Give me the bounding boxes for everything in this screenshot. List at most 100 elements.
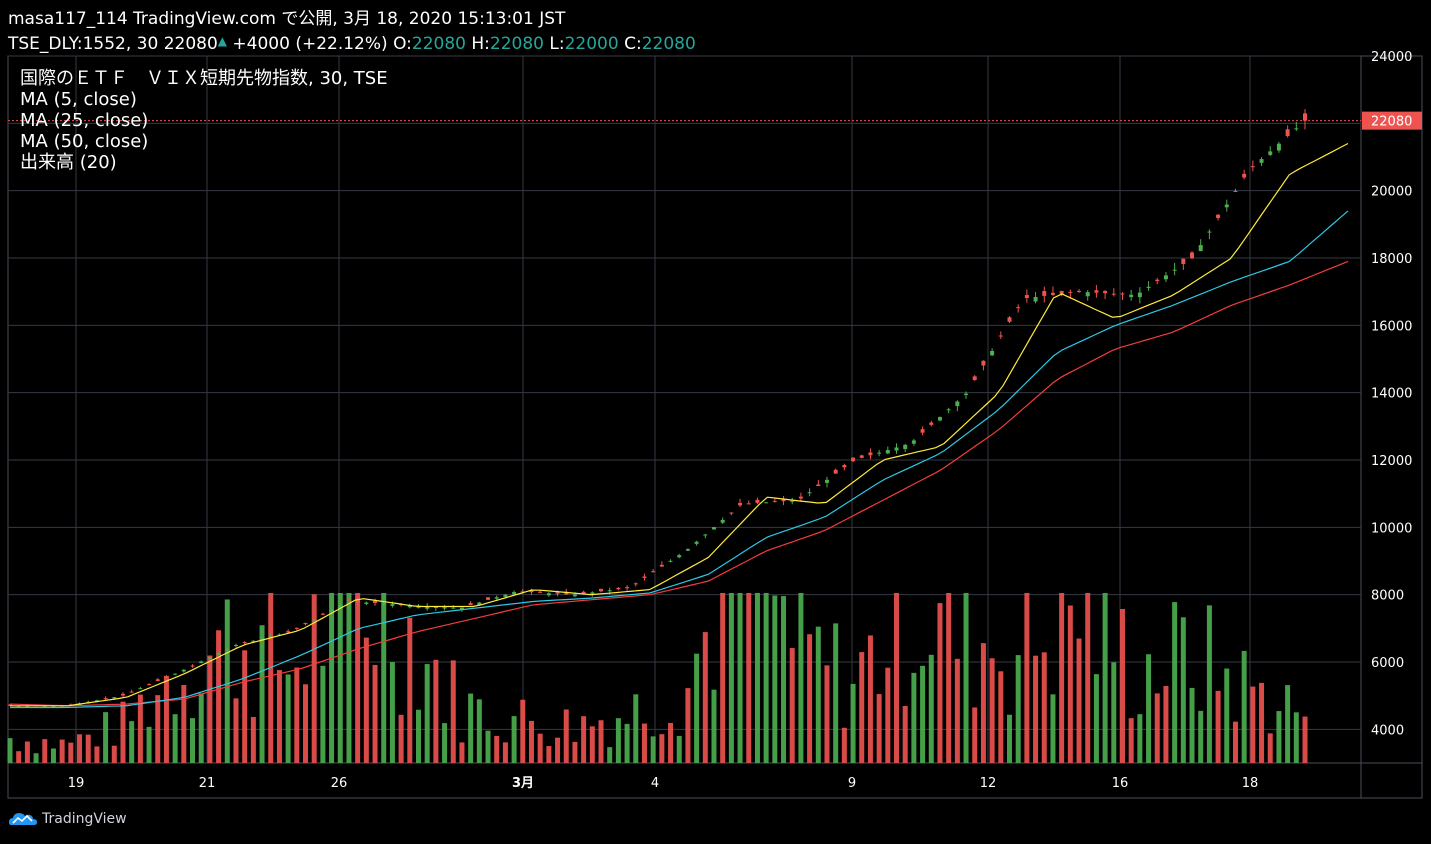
candle-body <box>1094 290 1099 293</box>
volume-bar <box>972 707 978 763</box>
candle-body <box>529 589 534 593</box>
volume-bar <box>711 689 717 763</box>
candle-body <box>390 604 395 606</box>
candle-body <box>373 600 378 604</box>
candle-body <box>920 429 925 433</box>
candle-body <box>1224 204 1229 208</box>
candle-body <box>1085 292 1090 297</box>
volume-bar <box>1041 652 1047 763</box>
legend-volume[interactable]: 出来高 (20) <box>20 152 117 173</box>
candle-body <box>668 560 673 562</box>
candle-body <box>981 360 986 366</box>
volume-bar <box>459 742 465 763</box>
volume-bar <box>1137 714 1143 763</box>
candle-body <box>859 455 864 458</box>
volume-bar <box>94 746 100 763</box>
volume-bar <box>989 658 995 763</box>
volume-bar <box>1102 593 1108 763</box>
volume-bar <box>355 593 361 763</box>
candle-body <box>94 700 99 702</box>
volume-bar <box>1189 687 1195 763</box>
time-tick-label: 18 <box>1242 776 1259 791</box>
candle-body <box>572 594 577 597</box>
candle-body <box>433 606 438 608</box>
volume-bar <box>494 735 500 763</box>
candle-body <box>338 605 343 608</box>
candle-body <box>633 583 638 585</box>
volume-bar <box>754 593 760 763</box>
volume-bar <box>528 720 534 763</box>
candle-body <box>625 587 630 589</box>
brand-label: TradingView <box>42 811 127 827</box>
candle-body <box>911 440 916 444</box>
candle-body <box>1033 296 1038 302</box>
time-tick-label: 16 <box>1112 776 1129 791</box>
candle-body <box>1190 252 1195 259</box>
candle-body <box>442 607 447 609</box>
price-tick-label: 4000 <box>1371 723 1404 738</box>
candle-body <box>112 697 117 699</box>
volume-bar <box>789 648 795 763</box>
candle-body <box>451 607 456 609</box>
legend-ma5[interactable]: MA (5, close) <box>20 89 137 110</box>
candle-body <box>790 500 795 502</box>
candle-body <box>746 503 751 505</box>
candle-body <box>607 590 612 592</box>
volume-bar <box>633 694 639 763</box>
candle-body <box>1233 191 1238 193</box>
tradingview-brand[interactable]: TradingView <box>8 810 127 828</box>
candle-body <box>1268 151 1273 155</box>
volume-bar <box>450 660 456 763</box>
candle-body <box>772 500 777 502</box>
candle-body <box>659 564 664 567</box>
volume-bar <box>1059 593 1065 763</box>
candle-body <box>1042 291 1047 296</box>
volume-bar <box>867 635 873 763</box>
candle-body <box>129 691 134 693</box>
candle-body <box>1050 292 1055 295</box>
candle-body <box>1024 295 1029 298</box>
volume-bar <box>1232 721 1238 763</box>
volume-bar <box>50 748 56 763</box>
volume-bar <box>772 595 778 763</box>
legend-ma50[interactable]: MA (50, close) <box>20 131 149 152</box>
candle-body <box>268 636 273 638</box>
candle-body <box>1216 214 1221 219</box>
volume-bar <box>563 709 569 763</box>
volume-bar <box>624 723 630 763</box>
volume-bar <box>659 734 665 763</box>
candle-body <box>651 571 656 573</box>
volume-bar <box>146 726 152 763</box>
volume-bar <box>129 721 135 763</box>
volume-bar <box>841 727 847 763</box>
time-tick-label: 19 <box>68 776 85 791</box>
volume-bar <box>833 623 839 763</box>
volume-bar <box>137 694 143 763</box>
volume-bar <box>694 653 700 763</box>
candle-body <box>1068 291 1073 293</box>
ma5-line <box>10 142 1349 707</box>
volume-bar <box>1172 602 1178 763</box>
candle-body <box>1242 173 1247 178</box>
volume-bar <box>1119 609 1125 763</box>
volume-bar <box>807 634 813 763</box>
candle-body <box>581 591 586 594</box>
volume-bar <box>1163 685 1169 763</box>
legend-symbol[interactable]: 国際のＥＴＦ ＶＩＸ短期先物指数, 30, TSE <box>20 68 388 89</box>
candle-body <box>1111 293 1116 295</box>
chart-header: masa117_114 TradingView.com で公開, 3月 18, … <box>8 8 696 54</box>
candle-body <box>903 444 908 450</box>
volume-bar <box>1250 686 1256 763</box>
last-price: 22080 <box>163 34 218 54</box>
legend-ma25[interactable]: MA (25, close) <box>20 110 149 131</box>
candle-body <box>964 393 969 396</box>
volume-bar <box>111 745 117 763</box>
volume-bar <box>250 717 256 763</box>
volume-bar <box>24 741 30 763</box>
indicator-legend: 国際のＥＴＦ ＶＩＸ短期先物指数, 30, TSE MA (5, close) … <box>20 68 388 173</box>
price-tick-label: 6000 <box>1371 656 1404 671</box>
volume-bar <box>589 726 595 763</box>
price-tick-label: 12000 <box>1371 454 1412 469</box>
candle-body <box>147 684 152 686</box>
